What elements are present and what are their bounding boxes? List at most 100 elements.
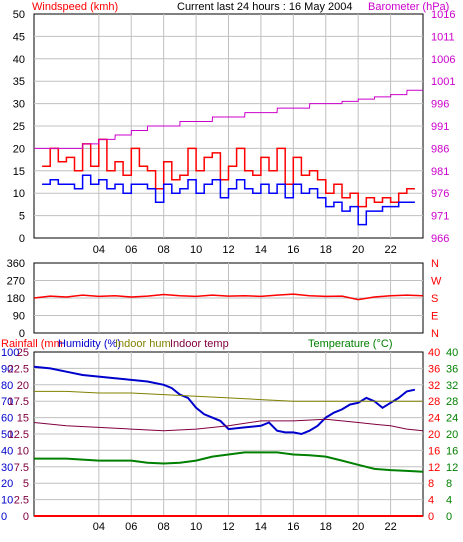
temperature-tick-label: 36 — [446, 363, 458, 375]
barometer-label: Barometer (hPa) — [368, 1, 449, 13]
barometer-tick-label: 971 — [431, 211, 449, 223]
indoor-temp-series — [33, 418, 424, 432]
indoor-temp-tick-label: 12.5 — [8, 429, 29, 441]
humidity-tick-label: 30 — [1, 462, 13, 474]
direction-tick-label: 180 — [7, 293, 25, 305]
rainfall-tick-label: 40 — [428, 347, 440, 359]
hour-tick-label: 14 — [255, 521, 267, 533]
rainfall-tick-label: 16 — [428, 445, 440, 457]
compass-tick-label: N — [431, 328, 439, 340]
humidity-tick-label: 60 — [1, 413, 13, 425]
temperature-tick-label: 40 — [446, 347, 458, 359]
windspeed-tick-label: 10 — [13, 188, 25, 200]
barometer-tick-label: 981 — [431, 166, 449, 178]
rainfall-tick-label: 0 — [428, 511, 434, 523]
windspeed-tick-label: 50 — [13, 9, 25, 21]
temperature-tick-label: 32 — [446, 380, 458, 392]
barometer-series — [34, 89, 423, 149]
compass-tick-label: N — [431, 258, 439, 270]
windspeed-tick-label: 40 — [13, 54, 25, 66]
indoor-temp-tick-label: 17.5 — [8, 396, 29, 408]
legend-indoor-temp: Indoor temp — [170, 338, 229, 350]
rainfall-tick-label: 12 — [428, 462, 440, 474]
rainfall-tick-label: 24 — [428, 413, 440, 425]
hour-tick-label: 10 — [190, 521, 202, 533]
indoor-temp-tick-label: 15 — [17, 413, 29, 425]
humidity-tick-label: 40 — [1, 445, 13, 457]
humidity-tick-label: 50 — [1, 429, 13, 441]
hour-tick-label: 14 — [255, 244, 267, 256]
legend-humidity: Humidity (%) — [58, 338, 121, 350]
temperature-tick-label: 0 — [446, 511, 452, 523]
temperature-tick-label: 4 — [446, 495, 452, 507]
indoor-temp-tick-label: 22.5 — [8, 363, 29, 375]
humidity-tick-label: 20 — [1, 478, 13, 490]
barometer-tick-label: 1011 — [431, 31, 455, 43]
compass-tick-label: W — [431, 276, 442, 288]
temperature-tick-label: 16 — [446, 445, 458, 457]
hour-tick-label: 06 — [125, 244, 137, 256]
humidity-tick-label: 80 — [1, 380, 13, 392]
indoor-humidity-series — [34, 390, 423, 402]
barometer-tick-label: 1016 — [431, 9, 455, 21]
hour-tick-label: 08 — [158, 521, 170, 533]
barometer-tick-label: 996 — [431, 99, 449, 111]
hour-tick-label: 16 — [287, 521, 299, 533]
windspeed-tick-label: 45 — [13, 31, 25, 43]
temperature-tick-label: 20 — [446, 429, 458, 441]
hour-tick-label: 04 — [93, 521, 105, 533]
hour-tick-label: 06 — [125, 521, 137, 533]
indoor-temp-tick-label: 7.5 — [14, 462, 29, 474]
wind-average-series — [42, 174, 415, 226]
windspeed-tick-label: 0 — [19, 233, 25, 245]
humidity-tick-label: 0 — [1, 511, 7, 523]
humidity-tick-label: 100 — [1, 347, 19, 359]
temperature-tick-label: 12 — [446, 462, 458, 474]
windspeed-tick-label: 5 — [19, 211, 25, 223]
indoor-temp-tick-label: 25 — [17, 347, 29, 359]
rainfall-tick-label: 8 — [428, 478, 434, 490]
temperature-series — [34, 451, 424, 473]
humidity-series — [33, 365, 416, 436]
hour-tick-label: 10 — [190, 244, 202, 256]
rainfall-tick-label: 32 — [428, 380, 440, 392]
barometer-tick-label: 1001 — [431, 76, 455, 88]
windspeed-label: Windspeed (kmh) — [32, 1, 118, 13]
humidity-tick-label: 70 — [1, 396, 13, 408]
rainfall-tick-label: 28 — [428, 396, 440, 408]
rainfall-tick-label: 4 — [428, 495, 434, 507]
windspeed-tick-label: 20 — [13, 143, 25, 155]
compass-tick-label: E — [431, 311, 438, 323]
chart-title: Current last 24 hours : 16 May 2004 — [177, 1, 352, 13]
humidity-tick-label: 90 — [1, 363, 13, 375]
humidity-tick-label: 10 — [1, 495, 13, 507]
indoor-temp-tick-label: 20 — [17, 380, 29, 392]
temperature-tick-label: 24 — [446, 413, 458, 425]
direction-tick-label: 270 — [7, 276, 25, 288]
wind-direction-series — [33, 293, 424, 301]
indoor-temp-tick-label: 10 — [17, 445, 29, 457]
rainfall-tick-label: 36 — [428, 363, 440, 375]
temperature-tick-label: 28 — [446, 396, 458, 408]
barometer-tick-label: 1006 — [431, 54, 455, 66]
barometer-tick-label: 966 — [431, 233, 449, 245]
wind-gust-series — [42, 138, 415, 208]
indoor-temp-tick-label: 0 — [23, 511, 29, 523]
windspeed-tick-label: 30 — [13, 99, 25, 111]
windspeed-tick-label: 15 — [13, 166, 25, 178]
hour-tick-label: 22 — [384, 521, 396, 533]
hour-tick-label: 18 — [320, 244, 332, 256]
hour-tick-label: 04 — [93, 244, 105, 256]
hour-tick-label: 20 — [352, 521, 364, 533]
barometer-tick-label: 976 — [431, 188, 449, 200]
temperature-tick-label: 8 — [446, 478, 452, 490]
legend-indoor-hum: Indoor hum — [115, 338, 171, 350]
compass-tick-label: S — [431, 293, 438, 305]
direction-tick-label: 0 — [19, 328, 25, 340]
hour-tick-label: 08 — [158, 244, 170, 256]
legend-temperature: Temperature (°C) — [308, 338, 392, 350]
hour-tick-label: 20 — [352, 244, 364, 256]
legend-rainfall: Rainfall (mm — [1, 338, 63, 350]
hour-tick-label: 12 — [222, 244, 234, 256]
